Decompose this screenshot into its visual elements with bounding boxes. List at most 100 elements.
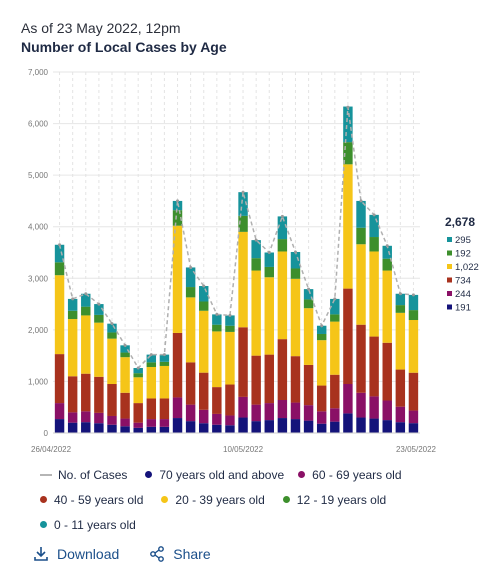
y-tick-label: 0 [44,429,49,438]
bar-segment [146,419,157,427]
bar-segment [81,422,91,433]
legend-item-no-of-cases[interactable]: No. of Cases [40,468,127,482]
bar-segment [356,244,366,325]
bar-segment [277,239,288,252]
bar-segment [369,251,379,337]
bar-stack [316,325,327,433]
bar-segment [199,310,209,373]
bar-segment [212,314,222,325]
bar-segment [408,410,419,424]
bar-segment [120,392,130,419]
total-cases-point [84,292,88,296]
bar-segment [408,310,419,321]
total-cases-point [136,366,140,370]
bar-segment [172,418,183,433]
total-cases-point [307,287,311,291]
total-cases-point [293,250,297,254]
bar-segment [382,270,392,343]
legend-item-0-11[interactable]: 0 - 11 years old [40,518,136,532]
total-cases-point [333,297,337,301]
dot-icon [40,521,47,528]
bar-segment [212,331,222,388]
total-cases-point [58,243,62,247]
bar-segment [54,354,65,404]
tooltip-value: 295 [455,235,471,246]
bar-segment [120,418,130,427]
bar-segment [67,412,78,423]
bar-stack [81,293,91,433]
bar-segment [343,288,353,385]
bar-stack [408,294,419,433]
legend-label: 20 - 39 years old [175,492,265,507]
bar-segment [264,354,274,404]
bar-segment [382,400,392,421]
legend-item-12-19[interactable]: 12 - 19 years old [282,493,386,507]
total-cases-point [97,302,101,306]
bar-segment [277,339,288,400]
legend-item-60-69[interactable]: 60 - 69 years old [298,468,402,482]
bar-segment [316,333,327,341]
bar-segment [395,293,406,306]
bar-segment [225,425,235,433]
bar-segment [303,420,314,433]
bar-segment [212,387,222,414]
tooltip-value: 192 [455,249,471,260]
bar-segment [94,322,104,377]
total-cases-point [202,284,206,288]
bar-stack [369,214,379,433]
bar-segment [343,106,353,143]
bar-segment [369,214,379,238]
bar-segment [107,424,117,433]
total-cases-point [110,322,114,326]
total-cases-point [346,105,350,109]
legend-label: 0 - 11 years old [54,517,136,532]
tooltip-swatch [447,250,452,256]
tooltip-value: 734 [455,276,471,287]
bar-segment [356,324,366,393]
bar-segment [225,331,235,385]
bar-segment [199,301,209,311]
bar-segment [316,340,327,386]
bar-segment [343,142,353,165]
bar-segment [107,332,117,339]
bar-segment [67,310,78,320]
y-tick-label: 4,000 [28,223,49,232]
bar-segment [382,420,392,433]
bar-stack [264,252,274,433]
total-cases-point [398,292,402,296]
bar-segment [395,305,406,313]
bar-segment [238,231,248,328]
legend-item-40-59[interactable]: 40 - 59 years old [40,493,143,507]
bar-segment [330,421,340,433]
bar-segment [343,164,353,289]
legend-label: 70 years old and above [159,467,285,482]
bar-segment [356,392,366,418]
bar-segment [133,403,143,423]
bar-stack [290,251,301,433]
download-label: Download [57,546,120,562]
hover-tooltip: 2,678 295 192 1,022 734 244 191 [445,215,479,314]
bar-segment [159,361,170,366]
bar-segment [185,404,196,422]
bar-segment [316,325,327,334]
bar-segment [133,377,143,404]
bar-segment [395,406,406,423]
bar-segment [369,396,379,419]
bar-segment [395,422,406,433]
legend-item-20-39[interactable]: 20 - 39 years old [161,492,265,507]
download-button[interactable]: Download [33,546,119,562]
bar-segment [185,287,196,298]
bar-segment [408,320,419,373]
bar-segment [81,315,91,374]
share-icon [150,546,165,562]
legend-item-70-plus[interactable]: 70 years old and above [145,468,284,482]
bar-segment [212,424,222,433]
bar-segment [330,374,340,409]
share-label: Share [173,546,211,562]
y-tick-label: 7,000 [28,68,49,77]
bar-segment [277,418,288,433]
share-button[interactable]: Share [149,546,211,562]
dot-icon [282,496,290,503]
bar-segment [316,423,327,433]
bar-segment [172,225,183,333]
